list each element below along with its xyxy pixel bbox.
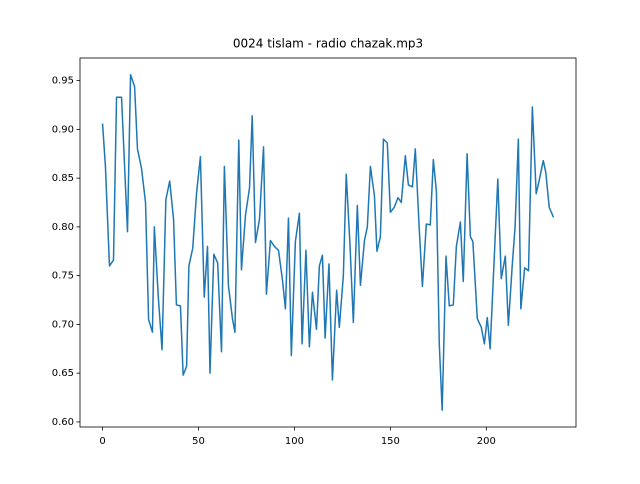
y-tick-label: 0.60 [52,417,74,428]
plot-frame [79,57,577,428]
y-tick-label: 0.95 [52,76,74,87]
x-tick-label: 100 [285,436,304,447]
x-tick-label: 150 [381,436,400,447]
y-tick-label: 0.90 [52,124,74,135]
y-tick-label: 0.75 [52,271,74,282]
x-tick-label: 200 [477,436,496,447]
chart-title: 0024 tislam - radio chazak.mp3 [233,37,423,51]
x-tick-label: 0 [99,436,105,447]
y-tick-label: 0.80 [52,222,74,233]
line-series [101,74,555,411]
y-tick-label: 0.65 [52,368,74,379]
x-tick-label: 50 [192,436,205,447]
y-tick-label: 0.85 [52,173,74,184]
y-tick-label: 0.70 [52,319,74,330]
